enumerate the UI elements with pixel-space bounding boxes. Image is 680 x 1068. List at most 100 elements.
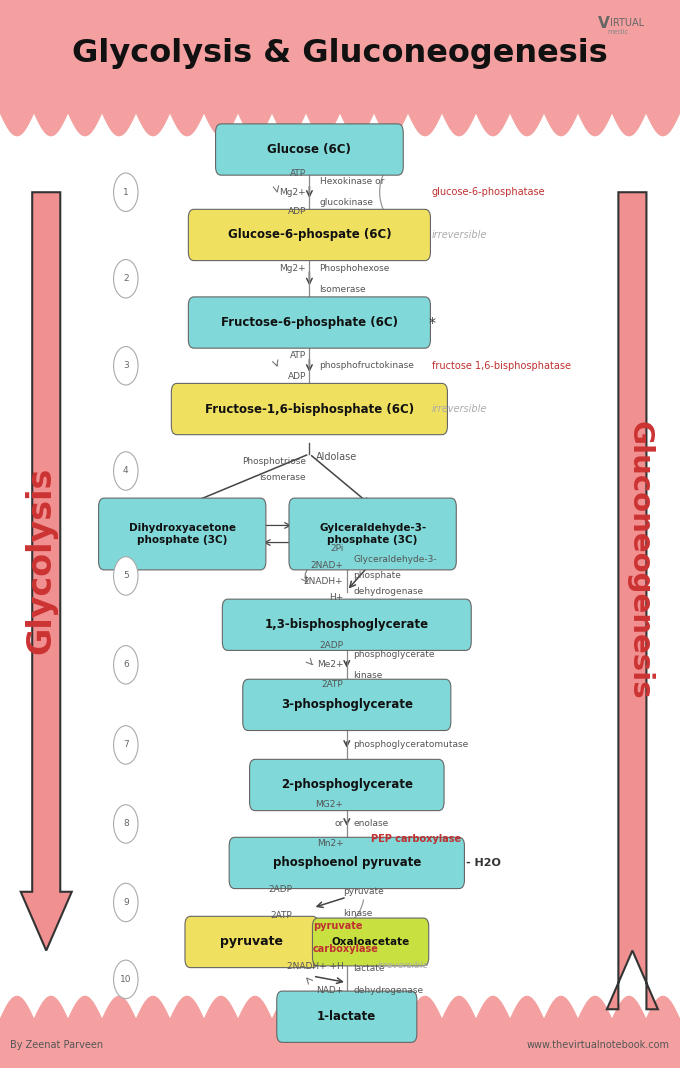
- Circle shape: [114, 960, 138, 999]
- Text: 2NADH+: 2NADH+: [304, 577, 343, 586]
- Text: pyruvate: pyruvate: [313, 921, 362, 931]
- Text: Mn2+: Mn2+: [317, 838, 343, 848]
- Text: 2: 2: [123, 274, 129, 283]
- FancyBboxPatch shape: [289, 498, 456, 570]
- Text: enolase: enolase: [354, 819, 389, 829]
- Text: Glucose-6-phospate (6C): Glucose-6-phospate (6C): [228, 229, 391, 241]
- Text: 2ADP: 2ADP: [269, 885, 292, 894]
- Text: phosphoglyceratomutase: phosphoglyceratomutase: [354, 740, 469, 750]
- Text: 4: 4: [123, 467, 129, 475]
- Text: 1,3-bisphosphoglycerate: 1,3-bisphosphoglycerate: [265, 618, 429, 631]
- Text: Glyceraldehyde-3-: Glyceraldehyde-3-: [354, 555, 437, 565]
- Text: phosphate: phosphate: [354, 571, 401, 581]
- Text: dehydrogenase: dehydrogenase: [354, 986, 424, 994]
- Text: By Zeenat Parveen: By Zeenat Parveen: [10, 1039, 103, 1050]
- Circle shape: [114, 883, 138, 922]
- FancyBboxPatch shape: [313, 918, 429, 965]
- Text: 3: 3: [123, 361, 129, 371]
- Text: 9: 9: [123, 898, 129, 907]
- FancyBboxPatch shape: [229, 837, 464, 889]
- Text: Dihydroxyacetone
phosphate (3C): Dihydroxyacetone phosphate (3C): [129, 523, 236, 545]
- Text: V: V: [598, 16, 610, 31]
- Text: 7: 7: [123, 740, 129, 750]
- Text: ATP: ATP: [290, 350, 306, 360]
- Text: Isomerase: Isomerase: [320, 285, 367, 294]
- Text: Hexokinase or: Hexokinase or: [320, 177, 384, 186]
- Text: Glycolysis: Glycolysis: [24, 467, 57, 655]
- Text: PEP carboxylase: PEP carboxylase: [371, 834, 461, 845]
- Text: irreversible: irreversible: [377, 961, 428, 970]
- Text: medic: medic: [607, 29, 628, 35]
- Circle shape: [114, 260, 138, 298]
- Text: fructose 1,6-bisphosphatase: fructose 1,6-bisphosphatase: [432, 361, 571, 371]
- Text: Fructose-1,6-bisphosphate (6C): Fructose-1,6-bisphosphate (6C): [205, 403, 414, 415]
- Text: pyruvate: pyruvate: [343, 888, 384, 896]
- Text: 10: 10: [120, 975, 131, 984]
- Text: 2NAD+: 2NAD+: [311, 561, 343, 570]
- Circle shape: [114, 556, 138, 595]
- Circle shape: [114, 726, 138, 765]
- Polygon shape: [21, 192, 72, 951]
- Text: Glucose (6C): Glucose (6C): [267, 143, 352, 156]
- FancyBboxPatch shape: [277, 991, 417, 1042]
- Circle shape: [114, 346, 138, 386]
- Text: 2ADP: 2ADP: [320, 641, 343, 650]
- Text: Oxaloacetate: Oxaloacetate: [331, 937, 410, 947]
- Text: Mg2+: Mg2+: [279, 188, 306, 197]
- Text: phosphofructokinase: phosphofructokinase: [320, 361, 415, 371]
- Text: 5: 5: [123, 571, 129, 581]
- FancyBboxPatch shape: [185, 916, 318, 968]
- Text: 1: 1: [123, 188, 129, 197]
- Text: IRTUAL: IRTUAL: [610, 18, 644, 29]
- Text: Gluconeogenesis: Gluconeogenesis: [625, 422, 653, 700]
- Text: Fructose-6-phosphate (6C): Fructose-6-phosphate (6C): [221, 316, 398, 329]
- Polygon shape: [607, 192, 658, 1009]
- Text: ADP: ADP: [288, 372, 306, 381]
- Text: dehydrogenase: dehydrogenase: [354, 587, 424, 597]
- Text: glucokinase: glucokinase: [320, 199, 373, 207]
- Text: Me2+: Me2+: [317, 660, 343, 670]
- Text: phosphoglycerate: phosphoglycerate: [354, 649, 435, 659]
- Text: - H2O: - H2O: [466, 858, 500, 868]
- Text: pyruvate: pyruvate: [220, 936, 283, 948]
- Circle shape: [114, 452, 138, 490]
- Text: Phosphotriose: Phosphotriose: [242, 457, 306, 466]
- FancyBboxPatch shape: [188, 297, 430, 348]
- Text: irreversible: irreversible: [432, 404, 487, 414]
- Text: 2-phosphoglycerate: 2-phosphoglycerate: [281, 779, 413, 791]
- Text: H+: H+: [329, 593, 343, 602]
- Text: or: or: [334, 819, 343, 829]
- FancyBboxPatch shape: [243, 679, 451, 731]
- FancyBboxPatch shape: [250, 759, 444, 811]
- Text: Gylceraldehyde-3-
phosphate (3C): Gylceraldehyde-3- phosphate (3C): [319, 523, 426, 545]
- Text: 2ATP: 2ATP: [271, 911, 292, 920]
- FancyBboxPatch shape: [222, 599, 471, 650]
- Text: MG2+: MG2+: [316, 800, 343, 810]
- Circle shape: [114, 173, 138, 211]
- Text: irreversible: irreversible: [432, 230, 487, 240]
- Text: *: *: [428, 315, 435, 330]
- Text: isomerase: isomerase: [259, 473, 306, 482]
- Text: 2NADH+ +H: 2NADH+ +H: [287, 962, 343, 971]
- FancyBboxPatch shape: [99, 498, 266, 570]
- Text: Aldolase: Aldolase: [316, 452, 358, 462]
- Text: NAD+: NAD+: [316, 986, 343, 994]
- Text: 2ATP: 2ATP: [322, 679, 343, 689]
- Circle shape: [114, 645, 138, 684]
- Text: Glycolysis & Gluconeogenesis: Glycolysis & Gluconeogenesis: [72, 37, 608, 69]
- Text: Mg2+: Mg2+: [279, 264, 306, 272]
- Text: glucose-6-phosphatase: glucose-6-phosphatase: [432, 187, 545, 198]
- Text: phosphoenol pyruvate: phosphoenol pyruvate: [273, 857, 421, 869]
- Text: lactate: lactate: [354, 964, 385, 973]
- Text: carboxylase: carboxylase: [313, 944, 379, 955]
- Text: 6: 6: [123, 660, 129, 670]
- Text: 8: 8: [123, 819, 129, 829]
- FancyBboxPatch shape: [188, 209, 430, 261]
- Text: ATP: ATP: [290, 169, 306, 177]
- Text: Phosphohexose: Phosphohexose: [320, 264, 390, 272]
- Text: kinase: kinase: [343, 909, 373, 917]
- Circle shape: [114, 805, 138, 844]
- Text: 1-lactate: 1-lactate: [317, 1010, 377, 1023]
- Text: 2Pi: 2Pi: [330, 544, 343, 553]
- Text: 3-phosphoglycerate: 3-phosphoglycerate: [281, 698, 413, 711]
